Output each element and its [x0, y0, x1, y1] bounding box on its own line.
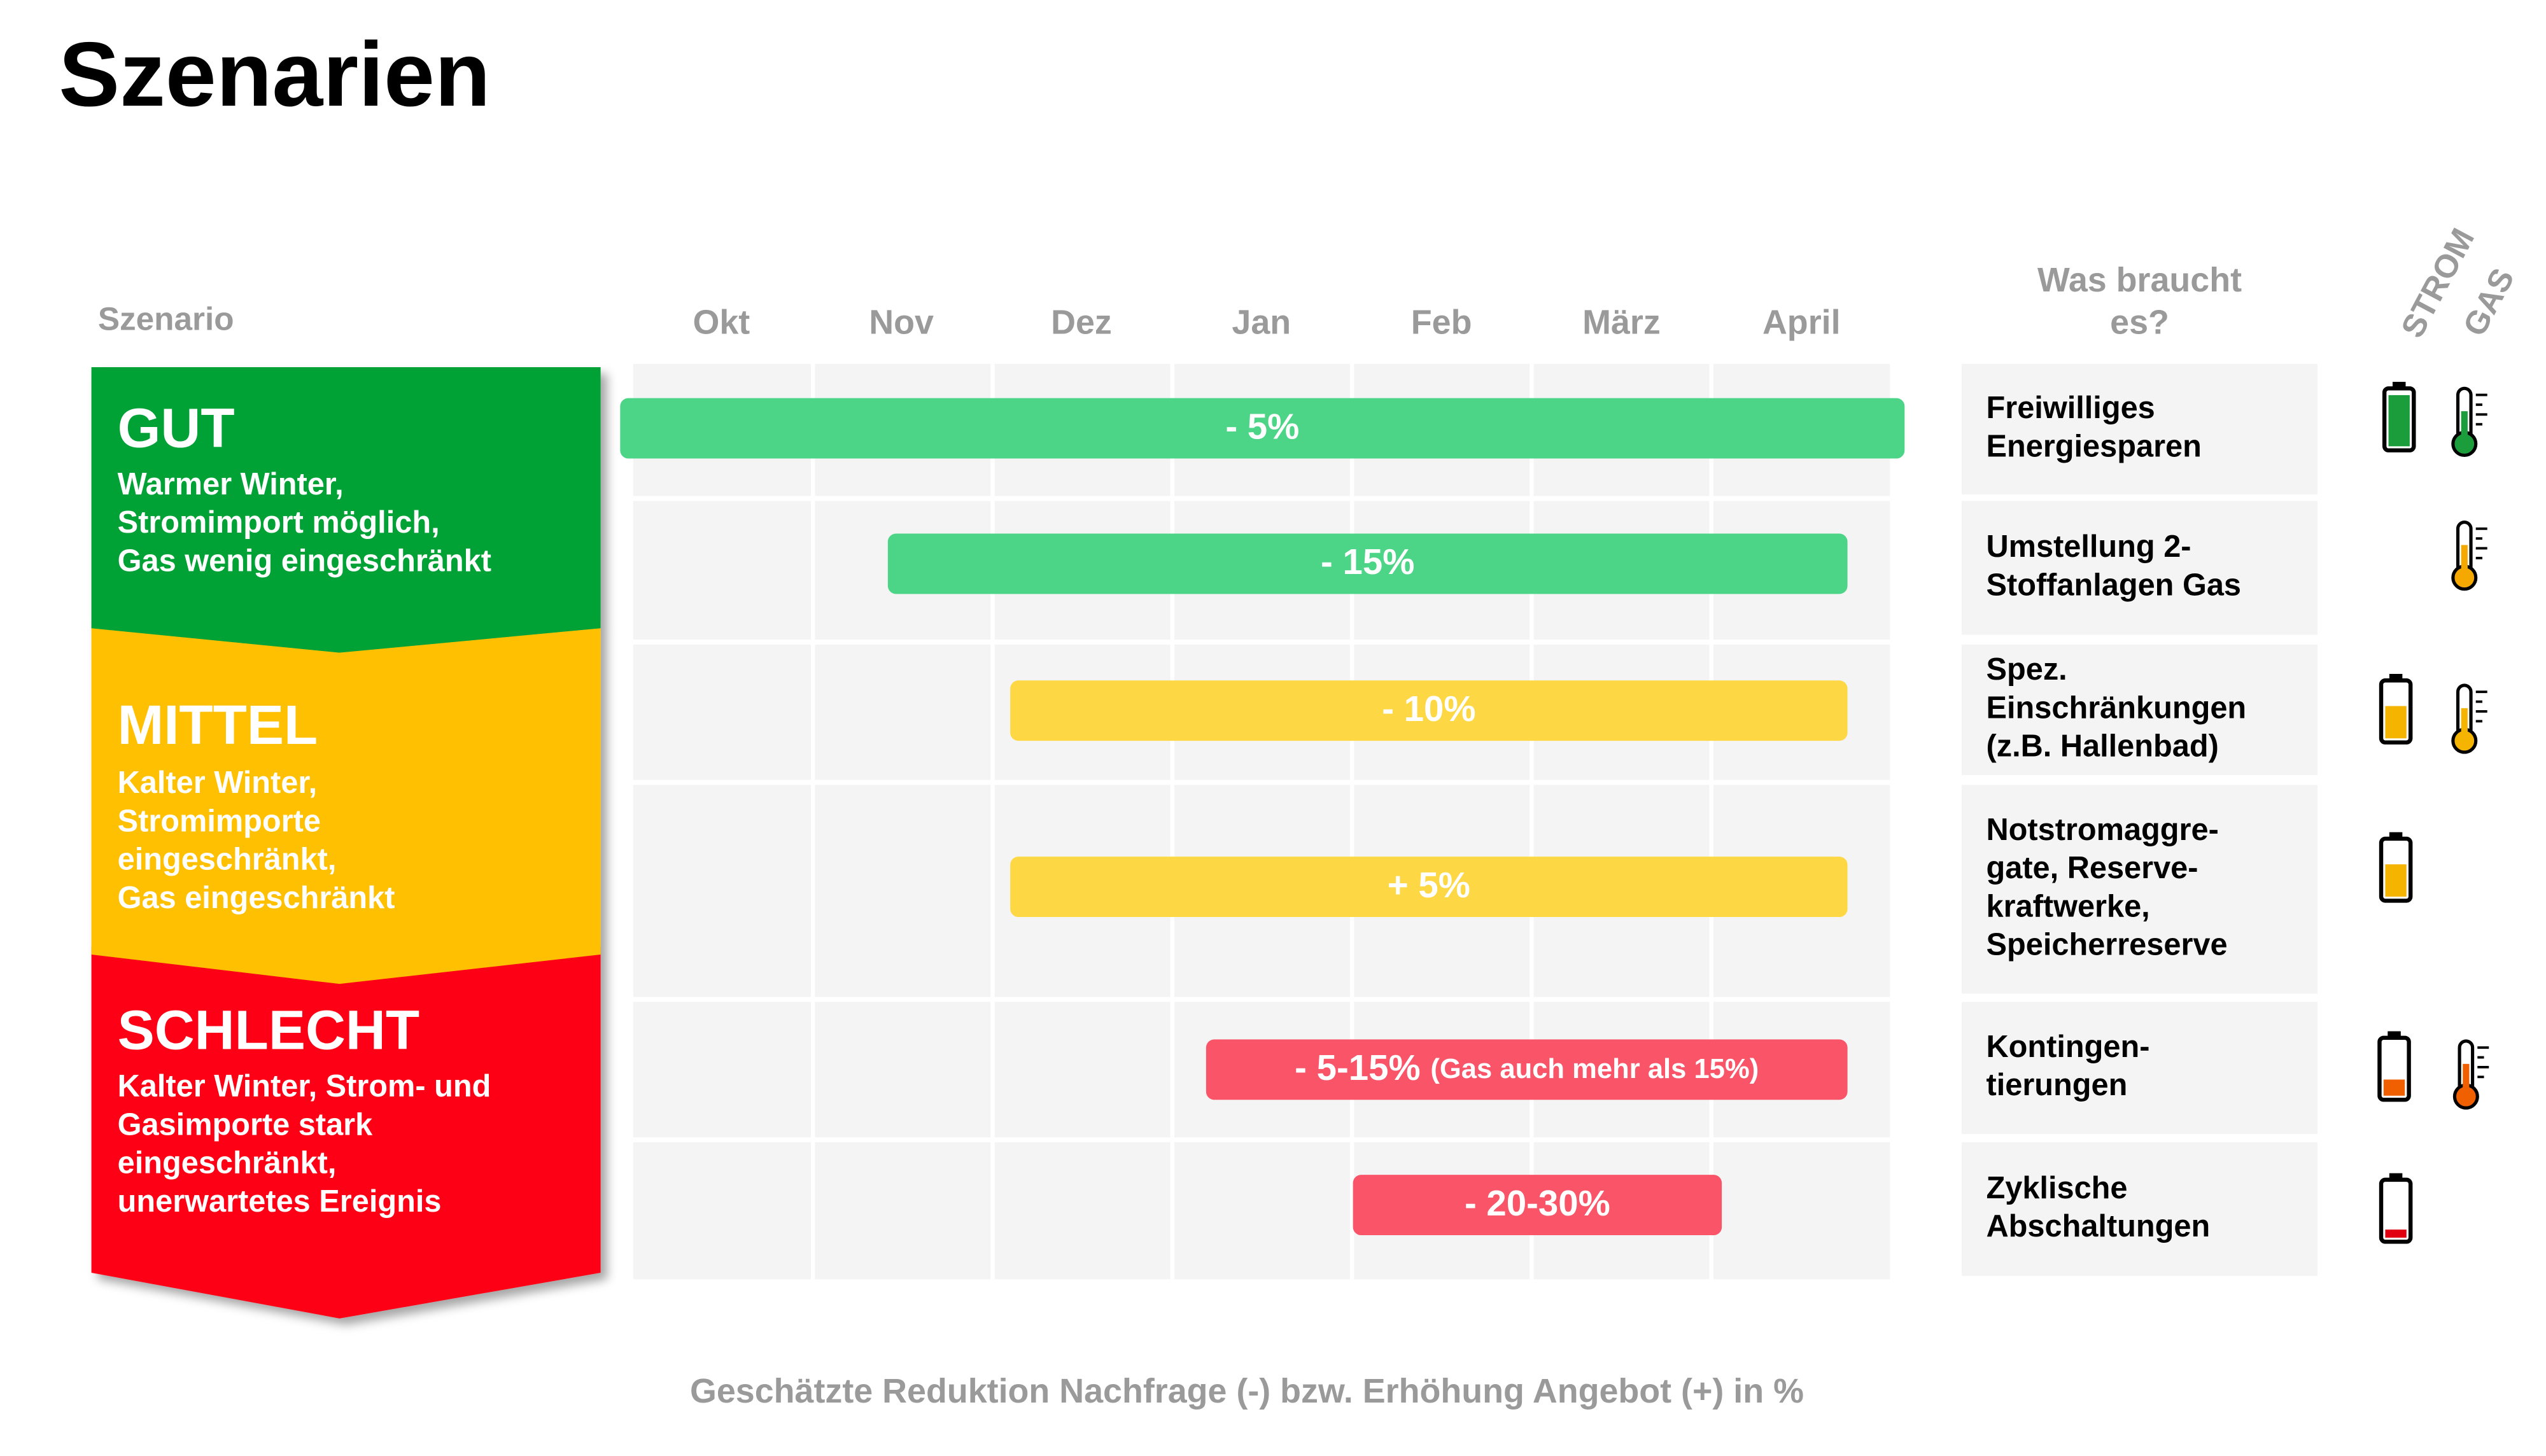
month-label: Nov [869, 304, 934, 342]
scenario-arrows [91, 367, 601, 1319]
bar [887, 533, 1848, 594]
bar-value: - 20-30% [1465, 1183, 1610, 1223]
scenario-description: eingeschränkt, [118, 1146, 337, 1180]
thermo-level [2461, 708, 2468, 738]
bar [620, 398, 1905, 459]
battery-icon [2379, 832, 2413, 903]
scenario-header: Szenario [98, 301, 234, 337]
battery-icon [2379, 1173, 2413, 1244]
battery-fill [2385, 706, 2407, 739]
month-label: Okt [693, 304, 750, 342]
needs-text: Speicherreserve [1987, 928, 2228, 962]
needs-text: Einschränkungen [1987, 690, 2247, 725]
battery-cap [2388, 1031, 2401, 1038]
scenario-description: Stromimporte [118, 804, 321, 838]
scenario-description: Kalter Winter, Strom- und [118, 1069, 491, 1103]
needs-box [1962, 785, 2318, 994]
needs-text: Umstellung 2- [1987, 529, 2191, 564]
bar-value: - 5-15% [1295, 1047, 1421, 1088]
scenario-name: SCHLECHT [118, 1000, 420, 1061]
arrow-mittel [91, 620, 601, 984]
needs-text: gate, Reserve- [1987, 851, 2198, 885]
scenario-name: GUT [118, 398, 235, 459]
thermometer-icon [2451, 683, 2487, 754]
thermometer-icon [2452, 1039, 2489, 1110]
needs-text: Kontingen- [1987, 1030, 2150, 1064]
bar-label: - 10% [1382, 689, 1475, 729]
scenario-description: Gasimporte stark [118, 1107, 374, 1142]
bar [1353, 1175, 1722, 1236]
needs-header: es? [2110, 304, 2169, 342]
battery-fill [2385, 864, 2407, 897]
battery-cap [2389, 1173, 2403, 1180]
month-label: Dez [1051, 304, 1112, 342]
timeline-background [633, 363, 1890, 1280]
arrow-gut [91, 367, 601, 653]
battery-cap [2392, 382, 2406, 389]
footer-note: Geschätzte Reduktion Nachfrage (-) bzw. … [690, 1372, 1804, 1410]
thermo-level [2461, 411, 2468, 441]
battery-fill [2388, 395, 2410, 447]
bar-value: - 15% [1321, 542, 1414, 582]
battery-fill [2385, 1229, 2407, 1238]
bar [1010, 680, 1848, 741]
bar-note: (Gas auch mehr als 15%) [1430, 1054, 1759, 1084]
scenario-description: Warmer Winter, [118, 467, 344, 501]
battery-icon [2382, 382, 2416, 452]
needs-text: Energiesparen [1987, 429, 2202, 463]
scenario-description: Stromimport möglich, [118, 505, 440, 540]
bar-label: - 5% [1225, 406, 1299, 446]
thermo-level [2461, 545, 2468, 575]
bar [1206, 1039, 1848, 1100]
needs-box [1962, 501, 2318, 635]
bar-value: + 5% [1388, 865, 1470, 905]
needs-text: Notstromaggre- [1987, 813, 2219, 847]
bar-label: + 5% [1388, 865, 1470, 905]
needs-text: Stoffanlagen Gas [1987, 568, 2242, 602]
arrow-schlecht [91, 946, 601, 1319]
battery-icon [2379, 674, 2413, 745]
scenario-name: MITTEL [118, 694, 318, 756]
page-title: Szenarien [59, 24, 490, 125]
thermometer-icon [2451, 386, 2487, 457]
thermo-level [2463, 1063, 2470, 1093]
needs-box [1962, 1002, 2318, 1135]
bar-value: - 5% [1225, 406, 1299, 446]
bar-label: - 20-30% [1465, 1183, 1610, 1223]
thermometer-icon [2451, 520, 2487, 591]
battery-cap [2389, 832, 2403, 839]
needs-box [1962, 363, 2318, 494]
month-label: März [1582, 304, 1661, 342]
bar-value: - 10% [1382, 689, 1475, 729]
battery-fill [2383, 1079, 2405, 1096]
scenario-description: Gas eingeschränkt [118, 881, 395, 915]
bar-label: - 5-15% (Gas auch mehr als 15%) [1295, 1047, 1759, 1088]
needs-text: kraftwerke, [1987, 889, 2150, 923]
battery-icon [2377, 1031, 2411, 1102]
gas-header: GAS [2456, 262, 2521, 342]
month-label: April [1762, 304, 1841, 342]
bar [1010, 857, 1848, 918]
needs-box [1962, 1142, 2318, 1277]
needs-text: tierungen [1987, 1068, 2128, 1102]
battery-body [2379, 1177, 2413, 1244]
scenario-description: unerwartetes Ereignis [118, 1184, 442, 1219]
needs-text: Zyklische [1987, 1171, 2128, 1205]
bar-label: - 15% [1321, 542, 1414, 582]
needs-box [1962, 644, 2318, 775]
needs-text: (z.B. Hallenbad) [1987, 729, 2219, 764]
needs-header: Was braucht [2037, 261, 2242, 299]
needs-text: Spez. [1987, 652, 2067, 687]
scenario-description: Gas wenig eingeschränkt [118, 544, 491, 578]
scenario-description: Kalter Winter, [118, 766, 318, 800]
needs-text: Abschaltungen [1987, 1209, 2211, 1243]
scenario-description: eingeschränkt, [118, 843, 337, 877]
month-label: Jan [1232, 304, 1291, 342]
needs-text: Freiwilliges [1987, 391, 2155, 425]
battery-cap [2389, 674, 2403, 681]
month-label: Feb [1411, 304, 1472, 342]
